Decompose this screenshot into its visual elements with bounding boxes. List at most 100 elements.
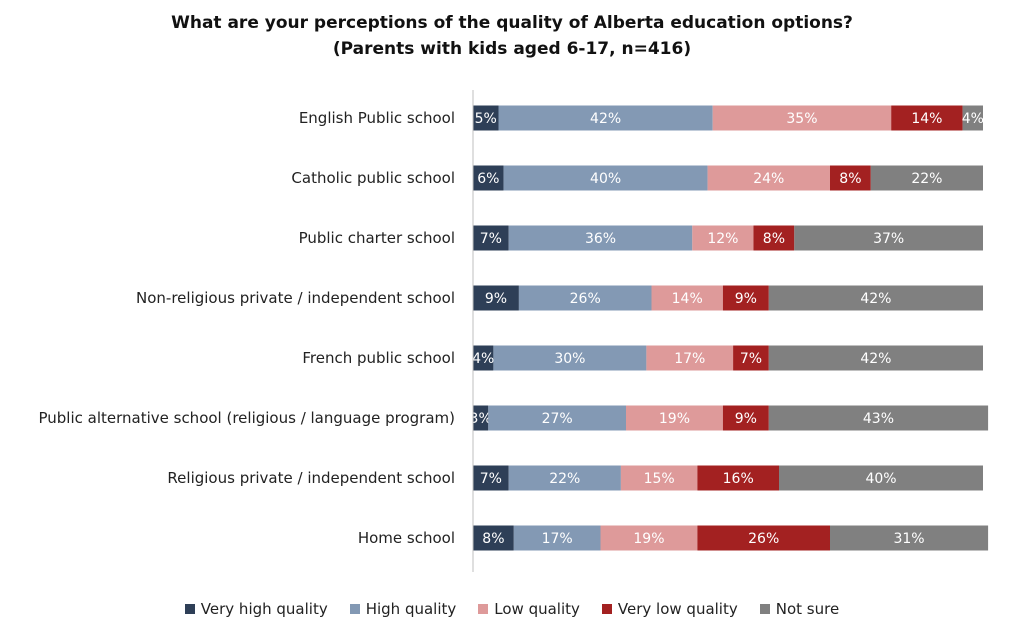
legend-label: High quality: [365, 600, 457, 618]
bar-segment: [768, 345, 983, 371]
data-label: 12%: [707, 231, 738, 247]
bar-segment: [697, 465, 779, 491]
bar-row: French public school 4% 30% 17% 7% 42%: [302, 345, 983, 371]
category-label: Public charter school: [299, 229, 455, 247]
data-label: 42%: [860, 291, 891, 307]
bar-segment: [508, 465, 621, 491]
legend-swatch: [601, 604, 612, 614]
bar-row: Catholic public school 6% 40% 24% 8% 22%: [291, 165, 983, 191]
bar-segment: [768, 285, 983, 311]
bar-segment: [830, 165, 871, 191]
bar-row: English Public school 5% 42% 35% 14% 4%: [299, 105, 984, 131]
bar-row: Home school 8% 17% 19% 26% 31%: [358, 525, 989, 551]
data-label: 19%: [659, 411, 690, 427]
category-label: Home school: [358, 529, 455, 547]
data-label: 40%: [590, 171, 621, 187]
chart-subtitle: (Parents with kids aged 6-17, n=416): [332, 39, 692, 59]
category-label: Catholic public school: [291, 169, 455, 187]
bar-segment: [498, 105, 713, 131]
bar-segment: [508, 225, 693, 251]
data-label: 9%: [735, 411, 757, 427]
legend-swatch: [349, 604, 360, 614]
data-label: 14%: [672, 291, 703, 307]
data-label: 22%: [549, 471, 580, 487]
category-label: English Public school: [299, 109, 455, 127]
data-label: 17%: [542, 531, 573, 547]
bar-segment: [473, 225, 509, 251]
bar-segment: [697, 525, 830, 551]
bar-segment: [651, 285, 723, 311]
data-label: 26%: [570, 291, 601, 307]
category-label: Non-religious private / independent scho…: [136, 289, 455, 307]
bar-segment: [768, 405, 989, 431]
bar-segment: [493, 345, 647, 371]
bar-segment: [473, 165, 504, 191]
legend-swatch: [478, 604, 489, 614]
bar-segment: [962, 105, 983, 131]
bar-segment: [722, 285, 769, 311]
stacked-bar-chart: English Public school 5% 42% 35% 14% 4% Cathol…: [38, 90, 989, 572]
bar-segment: [473, 105, 499, 131]
data-label: 43%: [863, 411, 894, 427]
legend-label: Very low quality: [617, 600, 738, 618]
bar-segment: [692, 225, 754, 251]
data-label: 22%: [911, 171, 942, 187]
data-label: 16%: [723, 471, 754, 487]
legend-item: Low quality: [478, 600, 580, 618]
bar-segment: [707, 165, 830, 191]
legend-label: Very high quality: [200, 600, 328, 618]
chart-legend: Very high quality High quality Low quality…: [0, 600, 1024, 618]
legend-label: Not sure: [775, 600, 840, 618]
data-label: 3%: [470, 411, 492, 427]
bar-segment: [646, 345, 734, 371]
bar-segment: [722, 405, 769, 431]
bar-segment: [518, 285, 652, 311]
bar-segment: [473, 405, 489, 431]
data-label: 9%: [735, 291, 757, 307]
bar-segment: [626, 405, 723, 431]
bar-segment: [503, 165, 708, 191]
bar-segment: [473, 465, 509, 491]
bar-segment: [473, 345, 494, 371]
data-label: 37%: [873, 231, 904, 247]
bar-segment: [870, 165, 983, 191]
bar-segment: [794, 225, 983, 251]
data-label: 7%: [740, 351, 762, 367]
legend-label: Low quality: [494, 600, 580, 618]
data-label: 9%: [485, 291, 507, 307]
category-label: Religious private / independent school: [167, 469, 455, 487]
bar-segment: [779, 465, 983, 491]
bar-segment: [488, 405, 626, 431]
data-label: 14%: [911, 111, 942, 127]
category-label: Public alternative school (religious / l…: [38, 409, 455, 427]
data-label: 4%: [962, 111, 984, 127]
data-label: 5%: [475, 111, 497, 127]
bar-segment: [473, 525, 514, 551]
bar-segment: [513, 525, 601, 551]
data-label: 4%: [472, 351, 494, 367]
legend-swatch: [184, 604, 195, 614]
data-label: 24%: [753, 171, 784, 187]
data-label: 17%: [674, 351, 705, 367]
bar-row: Public charter school 7% 36% 12% 8% 37%: [299, 225, 983, 251]
data-label: 7%: [480, 231, 502, 247]
data-label: 8%: [482, 531, 504, 547]
legend-item: Not sure: [759, 600, 840, 618]
data-label: 19%: [633, 531, 664, 547]
data-label: 6%: [477, 171, 499, 187]
bar-segment: [753, 225, 795, 251]
data-label: 42%: [860, 351, 891, 367]
legend-swatch: [759, 604, 770, 614]
data-label: 7%: [480, 471, 502, 487]
bar-row: Non-religious private / independent scho…: [136, 285, 983, 311]
data-label: 36%: [585, 231, 616, 247]
data-label: 31%: [893, 531, 924, 547]
bar-segment: [600, 525, 698, 551]
legend-item: High quality: [349, 600, 457, 618]
chart-title-block: What are your perceptions of the quality…: [0, 10, 1024, 62]
data-label: 27%: [542, 411, 573, 427]
data-label: 35%: [786, 111, 817, 127]
data-label: 8%: [839, 171, 861, 187]
bar-segment: [830, 525, 989, 551]
data-label: 15%: [644, 471, 675, 487]
